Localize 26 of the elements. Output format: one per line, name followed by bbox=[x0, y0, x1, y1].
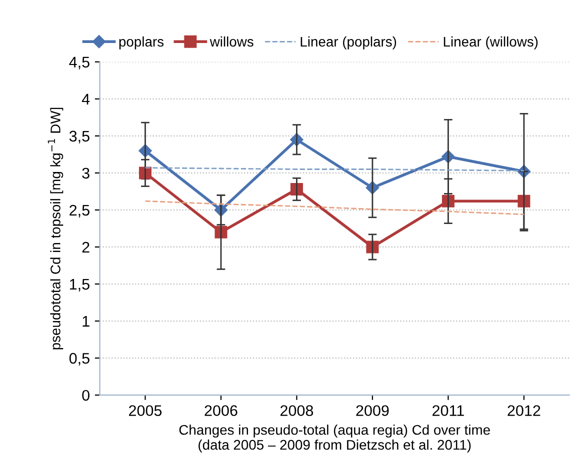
legend-label: Linear (willows) bbox=[444, 36, 538, 50]
line-series bbox=[144, 200, 525, 216]
x-tick-label: 2008 bbox=[280, 405, 314, 416]
x-tick-label: 2009 bbox=[356, 405, 389, 416]
legend-label: willows bbox=[210, 36, 254, 47]
y-tick-label: 0 bbox=[82, 390, 90, 401]
legend-label: Linear (poplars) bbox=[300, 36, 396, 50]
y-tick-label: 3 bbox=[82, 168, 90, 179]
x-tick-label: 2012 bbox=[508, 405, 540, 416]
x-axis-title: Changes in pseudo-total (aqua regia) Cd over time (data 2005 – 2009 from Dietzsch et al. 2011) bbox=[179, 424, 490, 452]
x-tick-label: 2011 bbox=[432, 405, 464, 416]
x-tick-label: 2006 bbox=[204, 405, 238, 416]
y-tick-label: 4,5 bbox=[69, 56, 90, 70]
point bbox=[214, 226, 228, 238]
point bbox=[518, 194, 530, 208]
point bbox=[366, 240, 379, 254]
y-tick-label: 1,5 bbox=[70, 279, 90, 292]
legend-label: poplars bbox=[119, 36, 164, 50]
x-tick-label: 2005 bbox=[129, 405, 162, 416]
y-tick-label: 2 bbox=[82, 242, 90, 253]
y-tick-label: 0,5 bbox=[69, 352, 90, 366]
y-tick-label: 1 bbox=[82, 316, 90, 327]
y-tick-label: 2,5 bbox=[70, 204, 90, 218]
y-tick-label: 3,5 bbox=[69, 130, 90, 144]
y-axis-title: pseudototal Cd in topsoil [mg kg$^{−1}$ DW] bbox=[48, 108, 64, 350]
y-tick-label: 4 bbox=[82, 94, 90, 104]
